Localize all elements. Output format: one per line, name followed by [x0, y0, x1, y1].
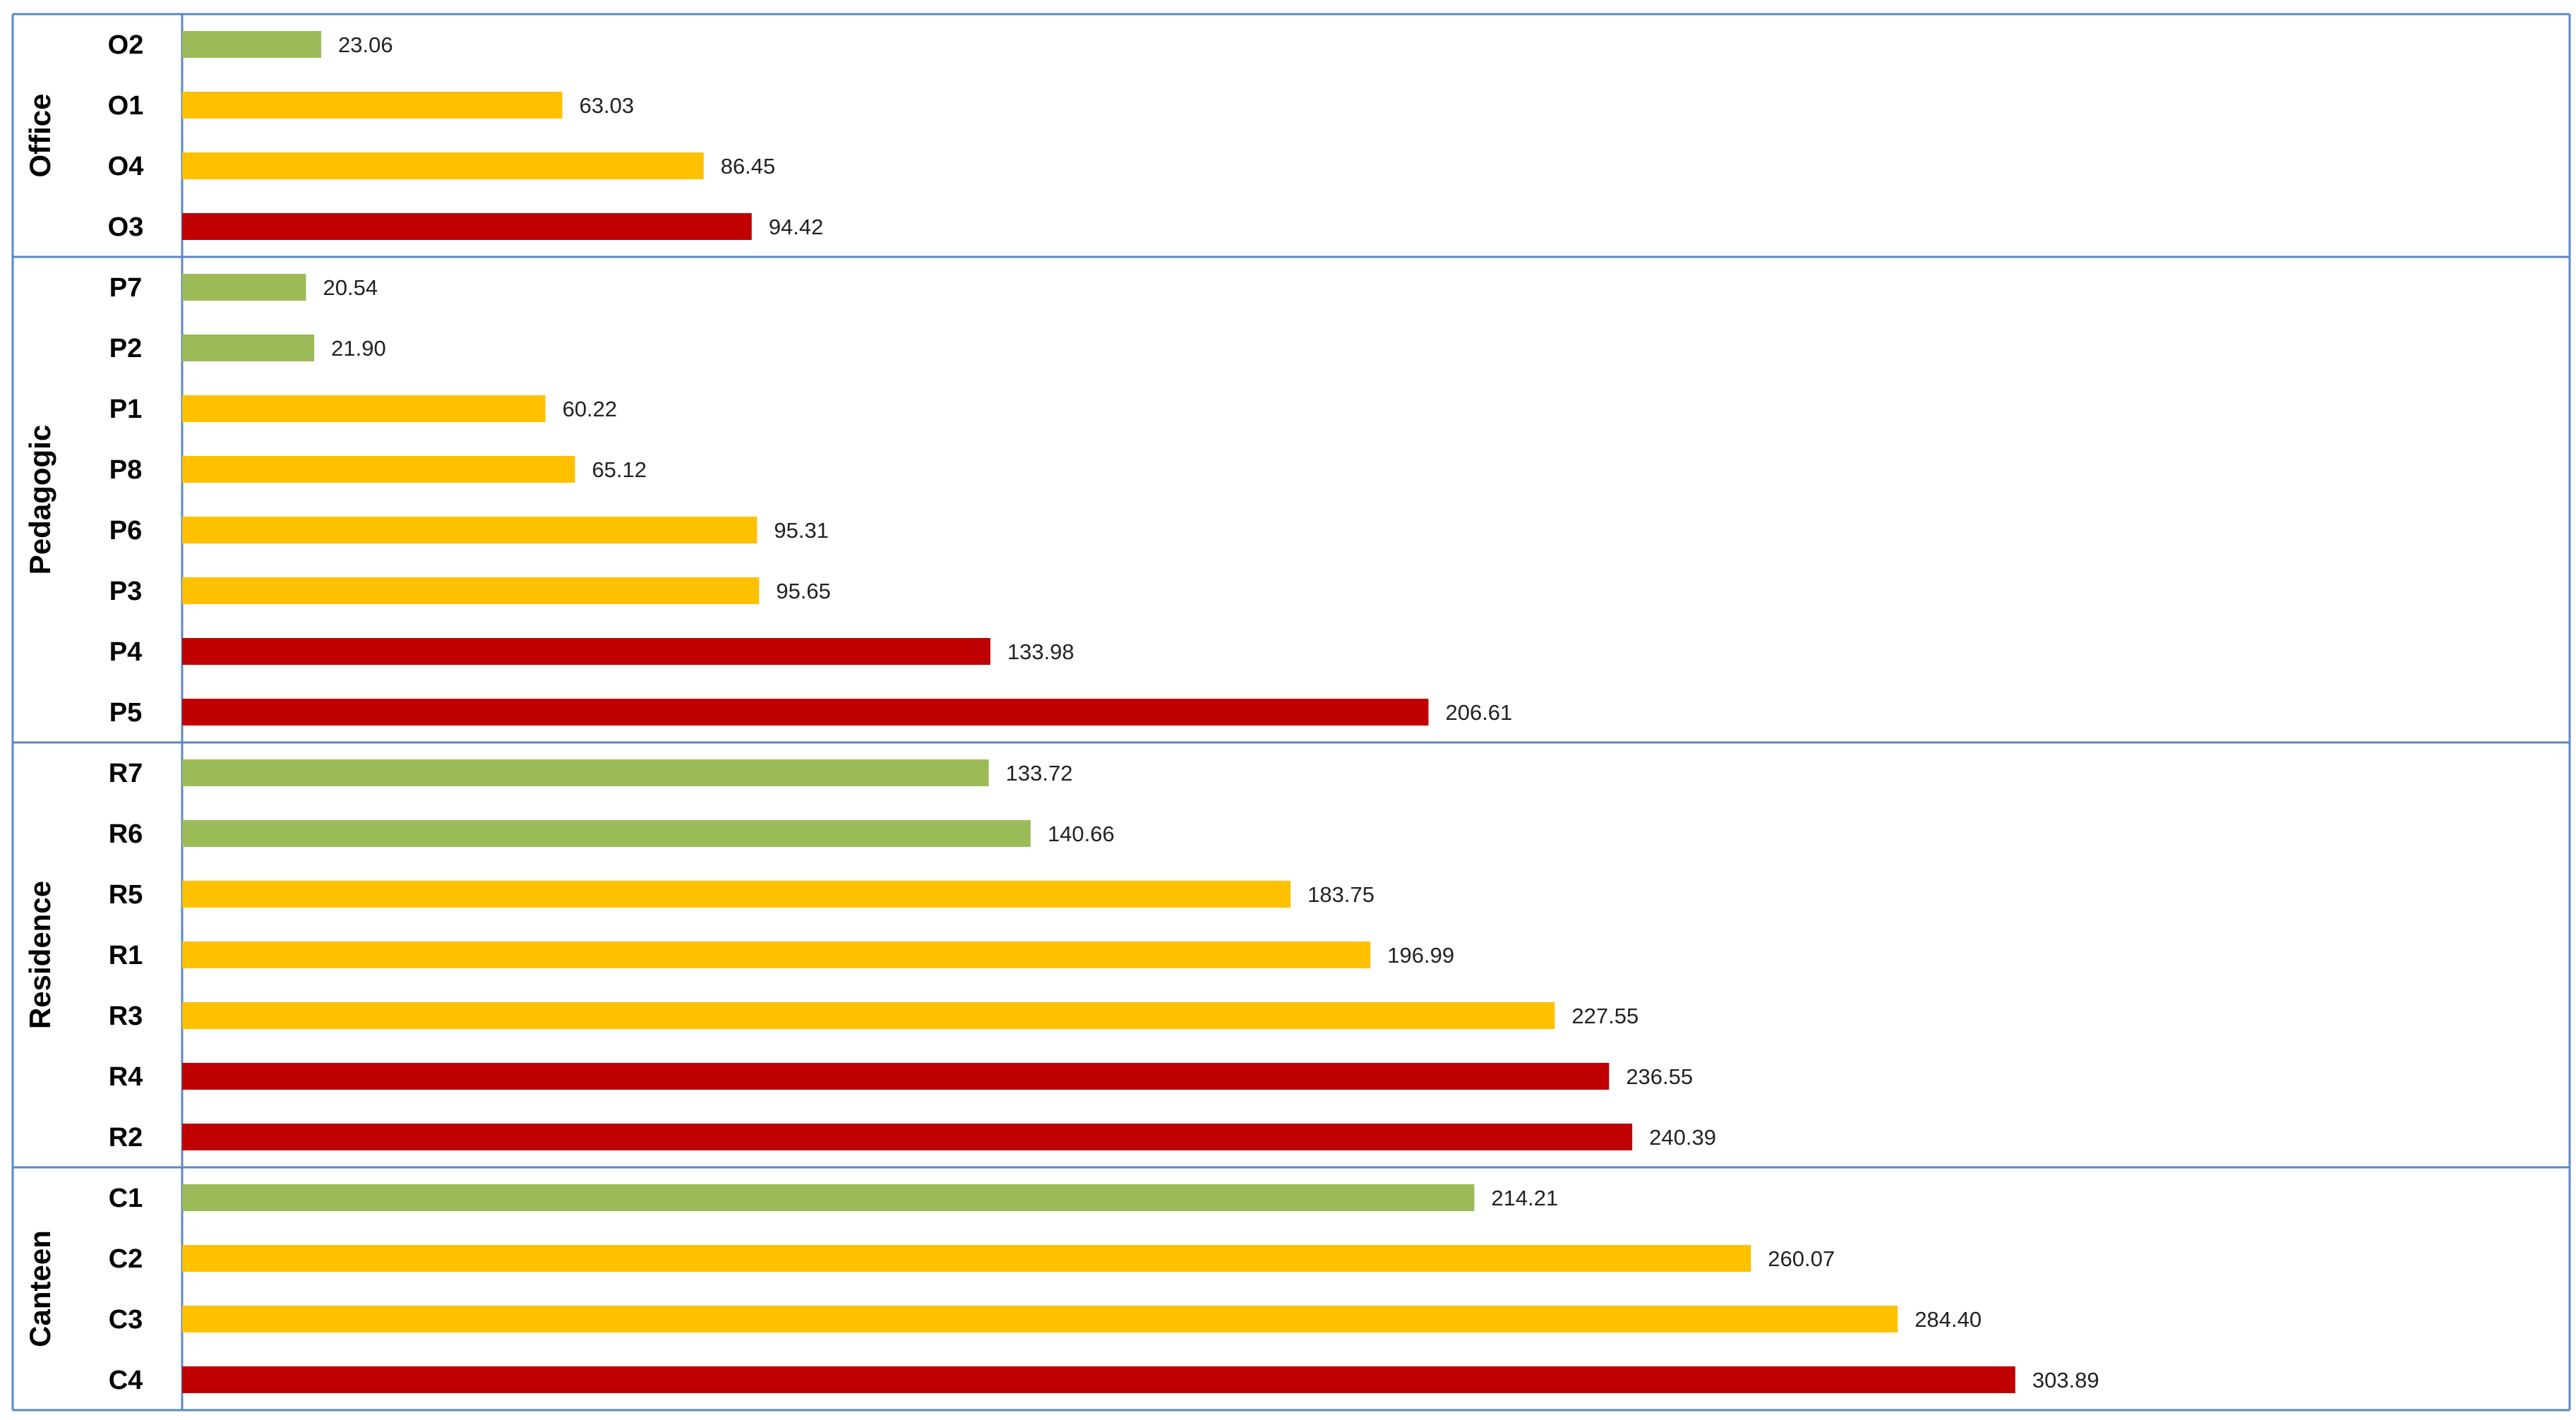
category-labels: O2 O1 O4 O3 P7 P2 P1 P8 P6 P3 P4 P5 R7 R6 R5 R1 R3 R4 R2 C1…	[108, 30, 144, 1395]
category-label-p2: P2	[109, 334, 142, 363]
value-label-r1: 196.99	[1387, 943, 1454, 968]
bar-p2	[182, 335, 315, 361]
group-label-office: Office	[23, 93, 56, 177]
category-label-r4: R4	[109, 1062, 143, 1092]
value-label-p3: 95.65	[776, 579, 831, 603]
category-label-r1: R1	[109, 941, 143, 970]
category-label-r6: R6	[109, 819, 143, 849]
bar-c2	[182, 1245, 1751, 1272]
group-label-pedagogic: Pedagogic	[23, 425, 56, 574]
category-label-o2: O2	[108, 30, 144, 60]
value-label-o2: 23.06	[338, 32, 393, 57]
bar-p4	[182, 638, 990, 665]
value-label-r2: 240.39	[1649, 1125, 1716, 1150]
value-label-p8: 65.12	[592, 457, 647, 482]
group-labels: Office Pedagogic Residence Canteen	[23, 93, 56, 1347]
category-label-o3: O3	[108, 212, 144, 242]
category-label-p4: P4	[109, 637, 142, 667]
value-labels: 23.06 63.03 86.45 94.42 20.54 21.90 60.22 65.12…	[323, 32, 2099, 1392]
bar-c3	[182, 1306, 1898, 1332]
category-label-r3: R3	[109, 1001, 143, 1031]
bar-c4	[182, 1366, 2015, 1393]
category-label-c3: C3	[109, 1305, 143, 1335]
group-label-residence: Residence	[23, 881, 56, 1029]
value-label-r3: 227.55	[1571, 1004, 1639, 1028]
value-label-r6: 140.66	[1048, 822, 1115, 846]
value-label-p2: 21.90	[331, 336, 386, 361]
category-label-o1: O1	[108, 91, 144, 121]
bar-r4	[182, 1063, 1610, 1090]
bar-r2	[182, 1124, 1633, 1150]
bar-c1	[182, 1184, 1475, 1211]
value-label-p1: 60.22	[563, 397, 618, 421]
value-label-p4: 133.98	[1007, 639, 1074, 664]
category-label-c2: C2	[109, 1244, 143, 1274]
bar-r7	[182, 759, 989, 786]
bar-p1	[182, 395, 546, 422]
bar-p6	[182, 517, 757, 543]
bar-r5	[182, 881, 1291, 908]
value-label-p7: 20.54	[323, 275, 378, 300]
category-label-r2: R2	[109, 1123, 143, 1153]
bar-r6	[182, 820, 1031, 847]
bars	[182, 31, 2015, 1393]
value-label-r4: 236.55	[1626, 1064, 1693, 1089]
value-label-o1: 63.03	[580, 93, 635, 118]
value-label-r5: 183.75	[1307, 882, 1374, 907]
group-label-canteen: Canteen	[23, 1230, 56, 1347]
category-label-r5: R5	[109, 880, 143, 910]
category-label-o4: O4	[108, 152, 144, 181]
category-label-p7: P7	[109, 273, 142, 303]
category-label-p5: P5	[109, 698, 142, 728]
value-label-c4: 303.89	[2032, 1368, 2099, 1392]
value-label-p6: 95.31	[774, 518, 829, 543]
category-label-p6: P6	[109, 516, 142, 546]
bar-p3	[182, 577, 760, 604]
chart-frame	[11, 13, 2571, 1412]
category-label-r7: R7	[109, 759, 143, 788]
bar-r1	[182, 941, 1371, 968]
bar-o1	[182, 92, 563, 119]
bar-o2	[182, 31, 322, 58]
bar-p7	[182, 274, 306, 301]
category-label-c4: C4	[109, 1366, 143, 1395]
category-label-p1: P1	[109, 395, 142, 424]
value-label-c1: 214.21	[1491, 1186, 1558, 1210]
value-label-o3: 94.42	[769, 215, 824, 239]
value-label-p5: 206.61	[1445, 700, 1512, 725]
value-label-c3: 284.40	[1915, 1307, 1982, 1332]
category-label-c1: C1	[109, 1184, 143, 1213]
bar-r3	[182, 1002, 1555, 1029]
value-label-r7: 133.72	[1006, 761, 1073, 786]
bar-p5	[182, 699, 1429, 726]
bar-o4	[182, 152, 704, 179]
bar-p8	[182, 456, 575, 483]
category-label-p8: P8	[109, 455, 142, 485]
value-label-c2: 260.07	[1768, 1246, 1835, 1271]
bar-o3	[182, 213, 752, 240]
value-label-o4: 86.45	[721, 154, 776, 179]
category-label-p3: P3	[109, 577, 142, 606]
